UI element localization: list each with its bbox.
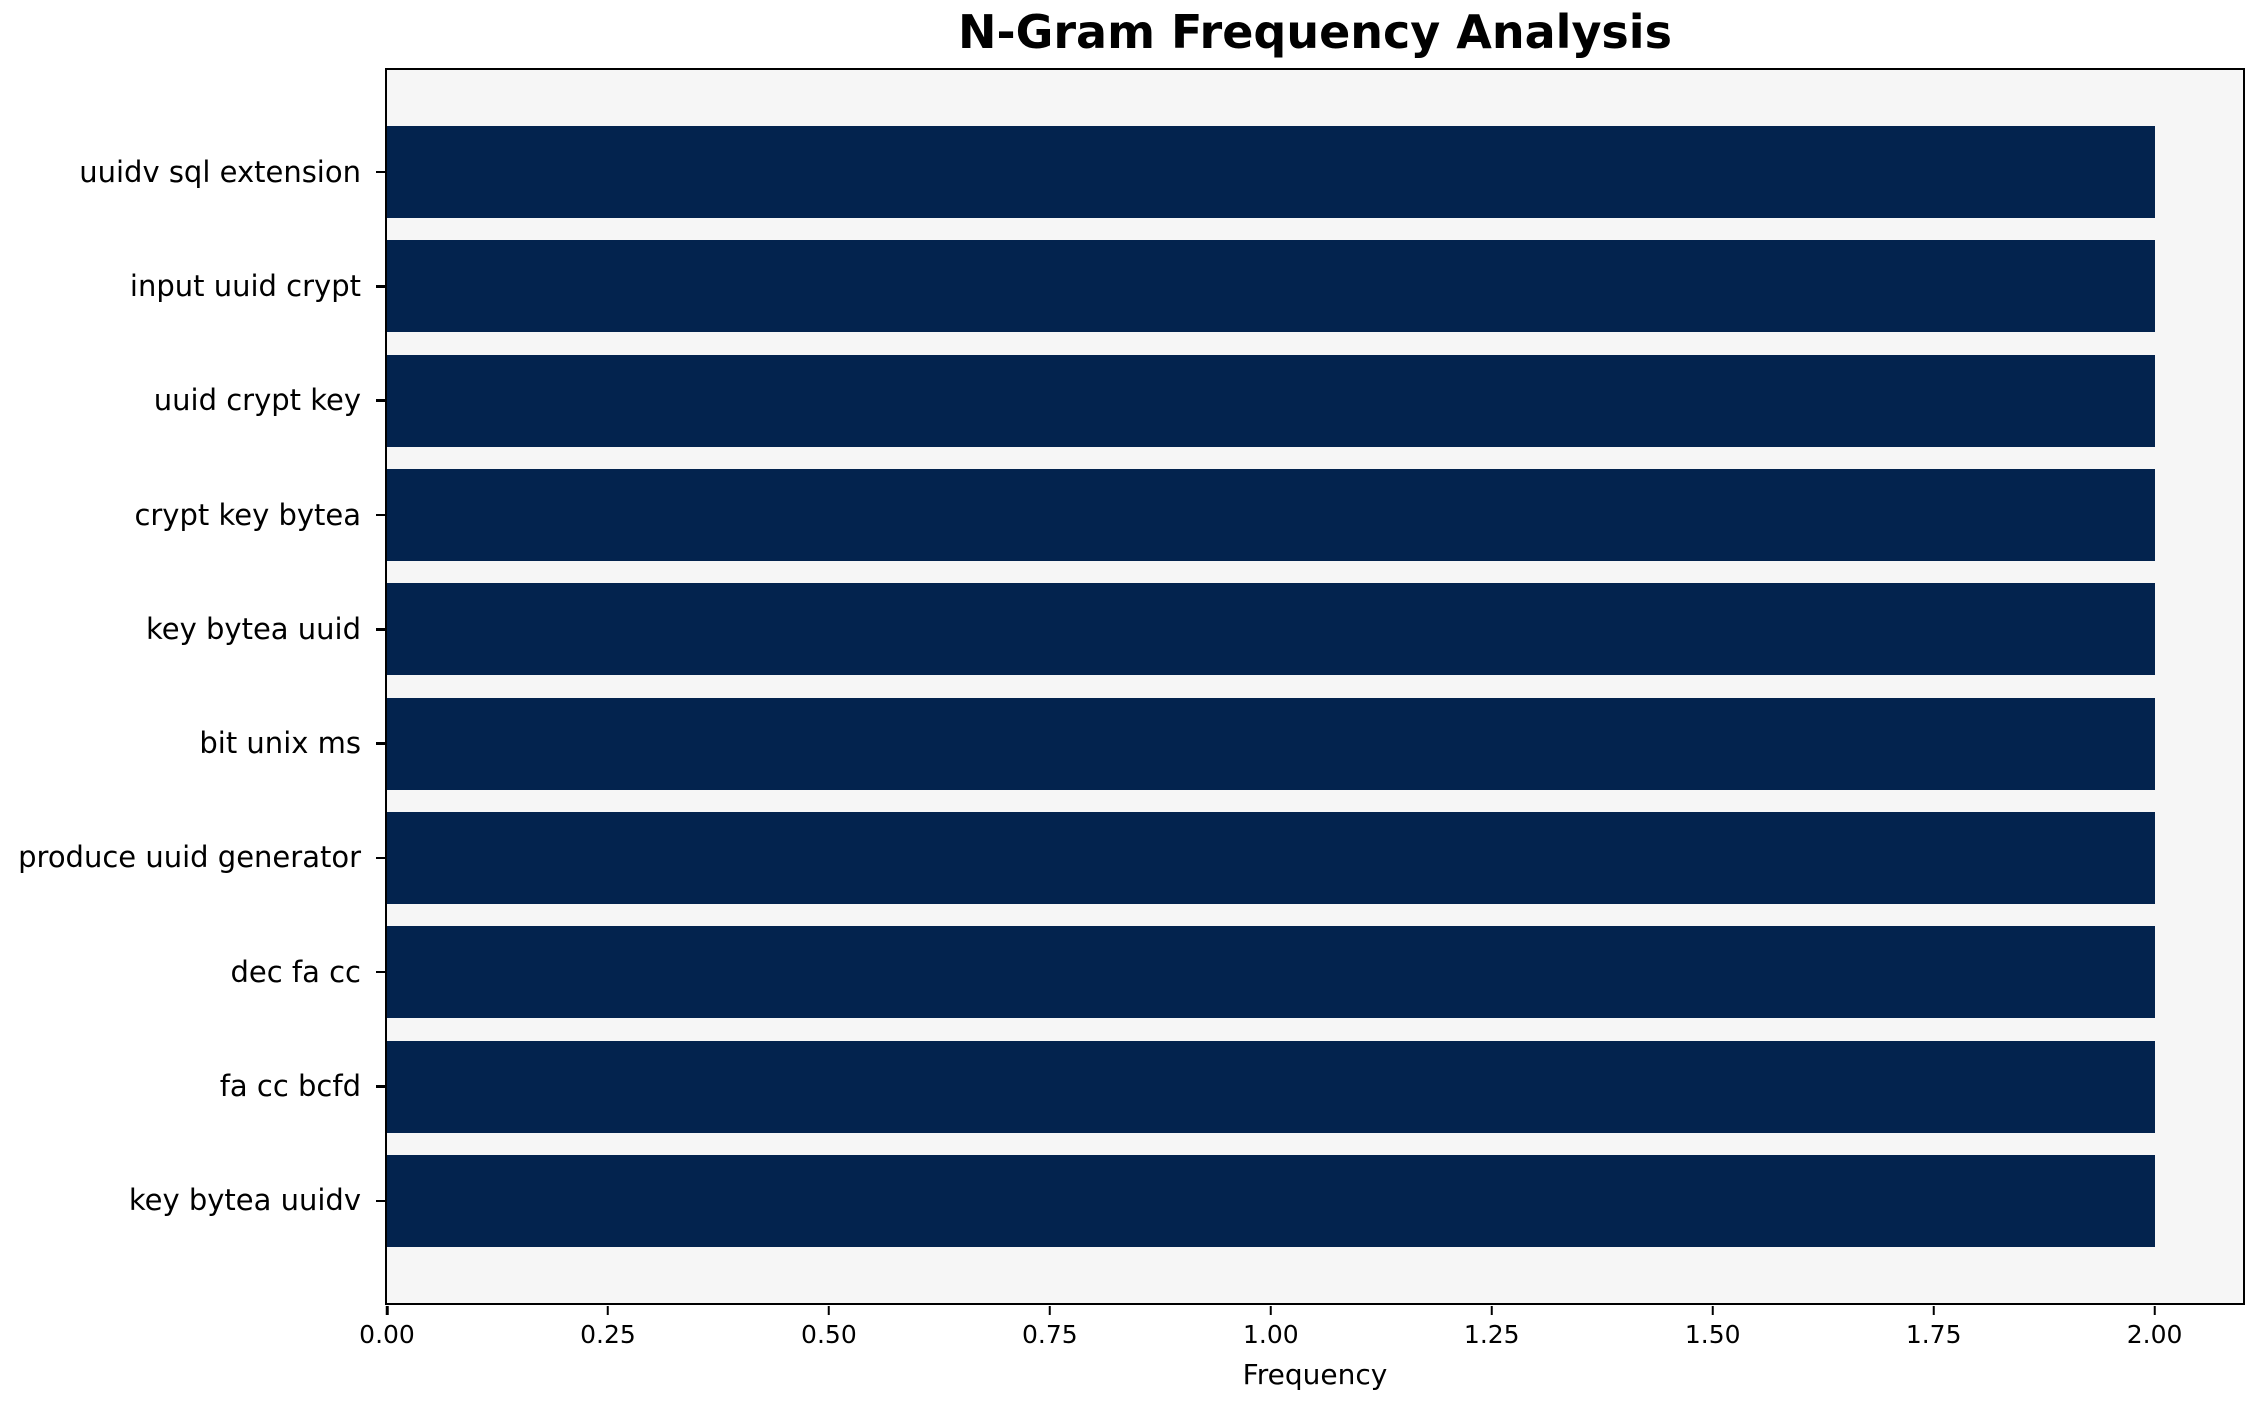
- bar-row: bit unix ms: [199, 686, 2243, 800]
- y-tick-label: crypt key bytea: [134, 497, 361, 532]
- x-tick-label: 1.75: [1905, 1320, 1962, 1349]
- x-axis-label: Frequency: [1242, 1358, 1388, 1391]
- x-tick-label: 1.25: [1463, 1320, 1520, 1349]
- x-tick-label: 0.00: [359, 1320, 415, 1349]
- x-tick-mark: [827, 1305, 831, 1315]
- x-tick-label: 0.75: [1022, 1320, 1078, 1349]
- plot-area: uuidv sql extension input uuid crypt uuid …: [18, 68, 2245, 1349]
- y-tick-label: uuidv sql extension: [79, 154, 361, 189]
- x-tick-label: 1.00: [1242, 1320, 1299, 1349]
- y-tick-label: key bytea uuidv: [128, 1183, 361, 1218]
- x-tick-mark: [606, 1305, 610, 1315]
- bar-row: key bytea uuid: [146, 572, 2243, 686]
- x-tick-label: 1.50: [1684, 1320, 1741, 1349]
- x-tick-label: 0.25: [580, 1320, 636, 1349]
- bar: [387, 1154, 2155, 1247]
- bar-row: crypt key bytea: [134, 458, 2243, 572]
- bar: [387, 811, 2155, 904]
- bars-container: uuidv sql extension input uuid crypt uuid …: [18, 70, 2243, 1303]
- x-tick-mark: [1711, 1305, 1714, 1315]
- bar: [387, 126, 2155, 219]
- y-tick-label: produce uuid generator: [18, 840, 361, 875]
- bar-row: uuidv sql extension: [79, 115, 2243, 229]
- x-tick-mark: [1048, 1305, 1052, 1315]
- chart-title: N-Gram Frequency Analysis: [958, 5, 1672, 59]
- bar-row: key bytea uuidv: [129, 1144, 2243, 1258]
- y-tick-label: dec fa cc: [230, 954, 362, 989]
- x-tick-label: 2.00: [2126, 1320, 2183, 1349]
- bar: [387, 926, 2155, 1019]
- bar: [387, 697, 2155, 790]
- x-tick-mark: [1269, 1305, 1273, 1315]
- bar-row: input uuid crypt: [130, 229, 2243, 343]
- bar: [387, 469, 2155, 562]
- bar-row: fa cc bcfd: [220, 1029, 2243, 1143]
- x-tick-label: 0.50: [801, 1320, 857, 1349]
- bar: [387, 583, 2155, 676]
- bar-row: uuid crypt key: [154, 344, 2243, 458]
- y-tick-label: uuid crypt key: [153, 383, 361, 418]
- y-tick-label: fa cc bcfd: [219, 1069, 361, 1104]
- bar-row: dec fa cc: [231, 915, 2243, 1029]
- y-tick-label: input uuid crypt: [129, 268, 361, 303]
- x-tick-mark: [385, 1305, 389, 1315]
- bar: [387, 240, 2155, 333]
- bar: [387, 1040, 2155, 1133]
- x-tick-mark: [2153, 1305, 2156, 1315]
- y-tick-label: bit unix ms: [199, 726, 361, 761]
- bar-row: produce uuid generator: [18, 801, 2243, 915]
- x-tick-mark: [1932, 1305, 1935, 1315]
- x-tick-mark: [1490, 1305, 1493, 1315]
- y-tick-label: key bytea uuid: [146, 611, 361, 646]
- bar: [387, 354, 2155, 447]
